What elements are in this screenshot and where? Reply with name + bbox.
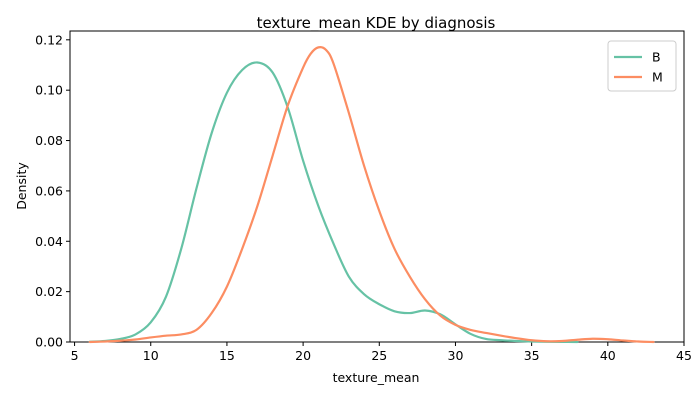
legend: BM	[607, 40, 677, 92]
x-tick-label: 35	[524, 348, 540, 363]
legend-label-m: M	[652, 70, 663, 85]
legend-label-b: B	[652, 50, 661, 65]
y-axis-ticks: 0.00 0.02 0.04 0.06 0.08 0.10 0.12	[35, 32, 70, 350]
legend-box	[607, 40, 677, 92]
y-tick-label: 0.02	[35, 284, 63, 299]
series-line-b	[88, 61, 579, 344]
series-lines	[88, 46, 655, 344]
y-tick-label: 0.08	[35, 133, 63, 148]
x-tick-label: 45	[676, 348, 692, 363]
x-tick-label: 20	[295, 348, 311, 363]
chart-title: texture_mean KDE by diagnosis	[257, 14, 496, 33]
x-tick-label: 40	[600, 348, 616, 363]
y-tick-label: 0.12	[35, 32, 63, 47]
y-tick-label: 0.04	[35, 234, 63, 249]
plot-frame	[69, 30, 685, 343]
y-tick-label: 0.06	[35, 183, 63, 198]
x-tick-label: 30	[448, 348, 464, 363]
x-axis-title: texture_mean	[333, 370, 420, 385]
x-tick-label: 25	[371, 348, 387, 363]
plot-axes	[69, 30, 685, 343]
y-axis-title: Density	[14, 162, 29, 210]
x-tick-label: 15	[219, 348, 235, 363]
y-tick-label: 0.00	[35, 335, 63, 350]
series-line-m	[88, 46, 655, 344]
x-tick-label: 5	[71, 348, 79, 363]
x-tick-label: 10	[143, 348, 159, 363]
x-axis-ticks: 5 10 15 20 25 30 35 40 45	[71, 342, 692, 363]
y-tick-label: 0.10	[35, 83, 63, 98]
